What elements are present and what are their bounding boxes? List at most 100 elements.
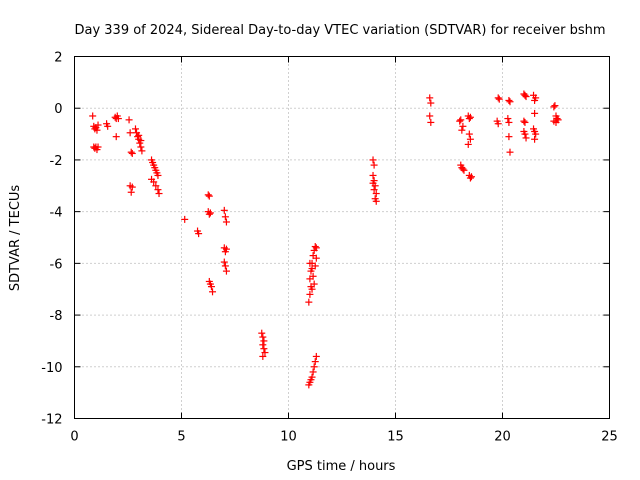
data-point — [309, 272, 317, 280]
data-point — [131, 125, 139, 133]
data-point — [506, 98, 514, 106]
data-point — [306, 290, 314, 298]
data-point — [112, 133, 120, 141]
data-point — [155, 190, 163, 198]
data-point — [312, 254, 320, 262]
data-point — [222, 218, 230, 226]
data-point — [104, 122, 112, 130]
data-point — [427, 99, 435, 107]
data-point — [222, 267, 230, 275]
data-point — [311, 358, 319, 366]
data-point — [154, 186, 162, 194]
data-point — [150, 178, 158, 186]
data-point — [312, 244, 320, 252]
data-point — [221, 213, 229, 221]
data-point — [127, 148, 135, 156]
data-point — [305, 298, 313, 306]
data-point — [458, 126, 466, 134]
data-point — [372, 190, 380, 198]
data-point — [531, 109, 539, 117]
chart-title: Day 339 of 2024, Sidereal Day-to-day VTE… — [74, 23, 605, 38]
data-point — [195, 230, 203, 238]
data-point — [466, 113, 474, 121]
data-point — [532, 130, 540, 138]
data-point — [456, 117, 464, 125]
data-point — [127, 188, 135, 196]
data-point — [521, 91, 529, 99]
data-point — [125, 116, 133, 124]
data-point — [495, 95, 503, 103]
data-point — [259, 352, 267, 360]
data-point — [310, 363, 318, 371]
data-point — [205, 210, 213, 218]
y-tick-label: -6 — [50, 257, 63, 272]
data-point — [494, 94, 502, 102]
x-tick-label: 15 — [387, 430, 404, 445]
data-point — [504, 115, 512, 123]
data-point — [260, 337, 268, 345]
data-point — [259, 341, 267, 349]
data-point — [259, 333, 267, 341]
data-point — [93, 126, 101, 134]
data-point — [154, 171, 162, 179]
data-point — [311, 262, 319, 270]
data-point — [466, 174, 474, 182]
x-tick-label: 25 — [601, 430, 618, 445]
data-point — [370, 186, 378, 194]
data-point — [135, 131, 143, 139]
data-point — [465, 115, 473, 123]
data-point — [369, 156, 377, 164]
data-point — [494, 120, 502, 128]
data-point — [520, 117, 528, 125]
data-point — [310, 280, 318, 288]
y-tick-label: -4 — [50, 206, 63, 221]
y-tick-label: -10 — [41, 361, 62, 376]
data-point — [505, 118, 513, 126]
x-tick-label: 10 — [280, 430, 297, 445]
data-point — [550, 103, 558, 111]
x-tick-label: 20 — [494, 430, 511, 445]
data-point — [222, 245, 230, 253]
data-point — [369, 179, 377, 187]
data-point — [204, 191, 212, 199]
y-tick-label: -12 — [41, 413, 62, 428]
data-point — [152, 182, 160, 190]
data-point — [220, 206, 228, 214]
data-point — [311, 243, 319, 251]
data-point — [258, 329, 266, 337]
data-point — [209, 288, 217, 296]
data-point — [137, 143, 145, 151]
data-point — [137, 137, 145, 145]
data-point — [220, 258, 228, 266]
data-point — [522, 134, 530, 142]
data-point — [312, 352, 320, 360]
y-tick-label: 0 — [54, 102, 62, 117]
x-tick-label: 0 — [70, 430, 78, 445]
data-point — [460, 166, 468, 174]
y-tick-label: -8 — [50, 309, 63, 324]
data-point — [457, 116, 465, 124]
data-point — [372, 197, 380, 205]
data-point — [207, 283, 215, 291]
y-tick-label: 2 — [54, 51, 62, 66]
data-point — [426, 112, 434, 120]
data-points — [89, 90, 562, 389]
data-point — [114, 115, 122, 123]
data-point — [309, 368, 317, 376]
data-point — [505, 133, 513, 141]
data-point — [521, 130, 529, 138]
data-point — [506, 148, 514, 156]
y-tick-label: -2 — [50, 154, 63, 169]
data-point — [531, 135, 539, 143]
data-point — [427, 118, 435, 126]
data-point — [128, 149, 136, 157]
data-point — [221, 262, 229, 270]
x-axis-label: GPS time / hours — [287, 459, 396, 474]
data-point — [89, 112, 97, 120]
data-point — [459, 165, 467, 173]
data-point — [426, 94, 434, 102]
data-point — [181, 215, 189, 223]
data-point — [551, 102, 559, 110]
data-point — [128, 183, 136, 191]
data-point — [459, 122, 467, 130]
